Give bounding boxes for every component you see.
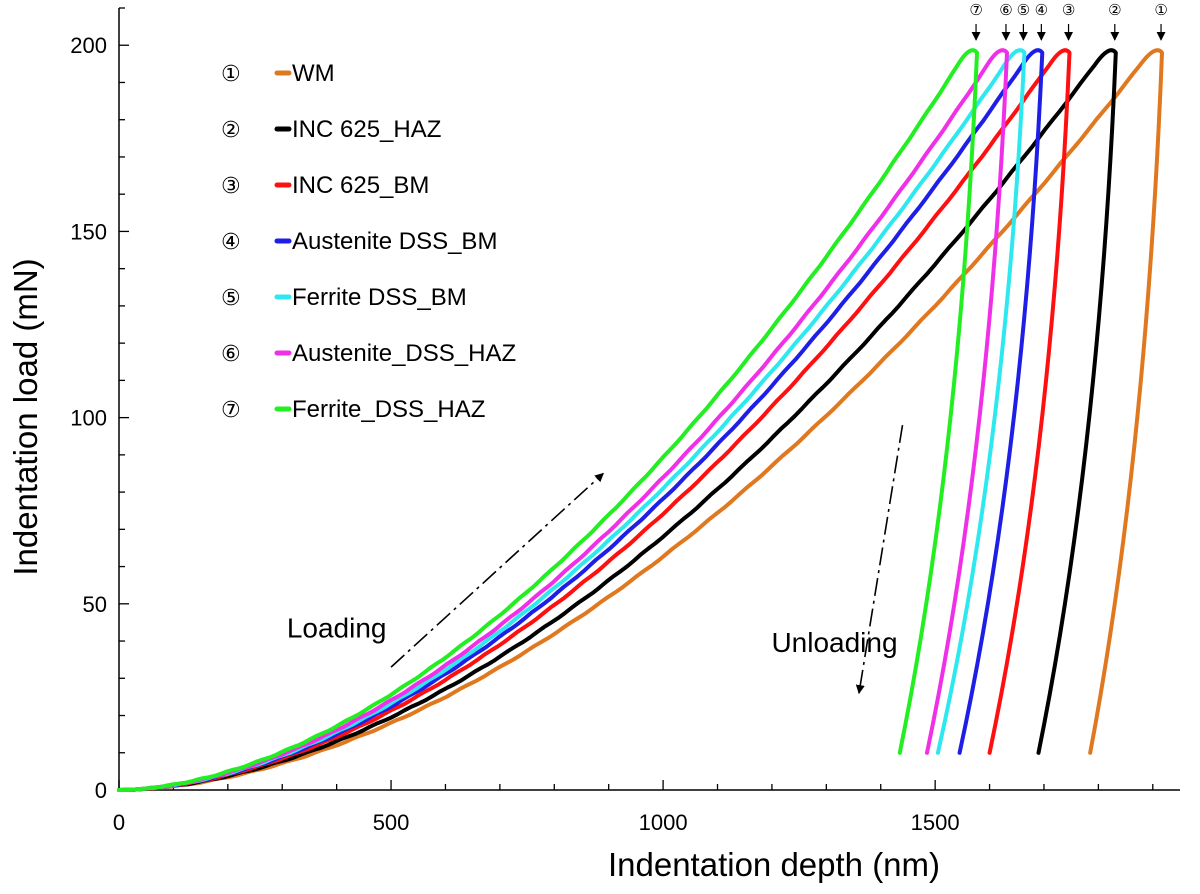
peak-marker-label: ⑥ bbox=[999, 1, 1012, 19]
y-tick-label: 50 bbox=[83, 592, 107, 617]
axes bbox=[118, 8, 1180, 791]
y-tick-label: 0 bbox=[95, 778, 107, 803]
peak-marker-label: ⑦ bbox=[969, 1, 982, 19]
loading-label: Loading bbox=[287, 612, 387, 643]
legend-marker: ④ bbox=[221, 230, 241, 255]
legend-marker: ⑦ bbox=[221, 398, 241, 423]
series-curve bbox=[117, 48, 1118, 792]
legend: ① WM ② INC 625_HAZ ③ INC 625_BM ④ Austenite DSS… bbox=[221, 60, 516, 423]
peak-marker-label: ⑤ bbox=[1017, 1, 1030, 19]
x-tick-label: 0 bbox=[113, 810, 125, 835]
series-curve bbox=[117, 48, 1072, 792]
annotations: Loading Unloading bbox=[287, 424, 904, 695]
y-tick-label: 100 bbox=[70, 406, 107, 431]
legend-marker: ⑤ bbox=[221, 286, 241, 311]
series-curve bbox=[117, 48, 1009, 792]
legend-entry: INC 625_BM bbox=[292, 172, 429, 199]
legend-entry: WM bbox=[292, 60, 335, 87]
series-curve bbox=[117, 48, 1045, 792]
series-curve bbox=[117, 48, 1027, 792]
x-tick-label: 500 bbox=[373, 810, 410, 835]
y-tick-label: 200 bbox=[70, 33, 107, 58]
y-tick-label: 150 bbox=[70, 219, 107, 244]
legend-entry: Ferrite DSS_BM bbox=[292, 284, 467, 311]
series-curve bbox=[117, 48, 1164, 792]
legend-entry: Austenite DSS_BM bbox=[292, 228, 497, 255]
peak-marker-label: ① bbox=[1154, 1, 1167, 19]
peak-marker-label: ② bbox=[1108, 1, 1121, 19]
legend-marker: ① bbox=[221, 62, 241, 87]
x-tick-label: 1000 bbox=[639, 810, 688, 835]
legend-entry: INC 625_HAZ bbox=[292, 116, 441, 143]
legend-entry: Ferrite_DSS_HAZ bbox=[292, 396, 485, 423]
series bbox=[117, 48, 1164, 792]
legend-entry: Austenite_DSS_HAZ bbox=[292, 340, 516, 367]
y-axis-title: Indentation load (mN) bbox=[7, 258, 44, 575]
legend-marker: ② bbox=[221, 118, 241, 143]
x-tick-label: 1500 bbox=[911, 810, 960, 835]
legend-marker: ③ bbox=[221, 174, 241, 199]
peak-marker-label: ③ bbox=[1062, 1, 1075, 19]
loading-arrow bbox=[390, 472, 604, 668]
unloading-label: Unloading bbox=[771, 627, 897, 658]
series-curve bbox=[117, 48, 979, 792]
unloading-arrow bbox=[855, 424, 904, 695]
x-axis-title: Indentation depth (nm) bbox=[608, 846, 940, 883]
legend-marker: ⑥ bbox=[221, 342, 241, 367]
peak-marker-label: ④ bbox=[1035, 1, 1048, 19]
